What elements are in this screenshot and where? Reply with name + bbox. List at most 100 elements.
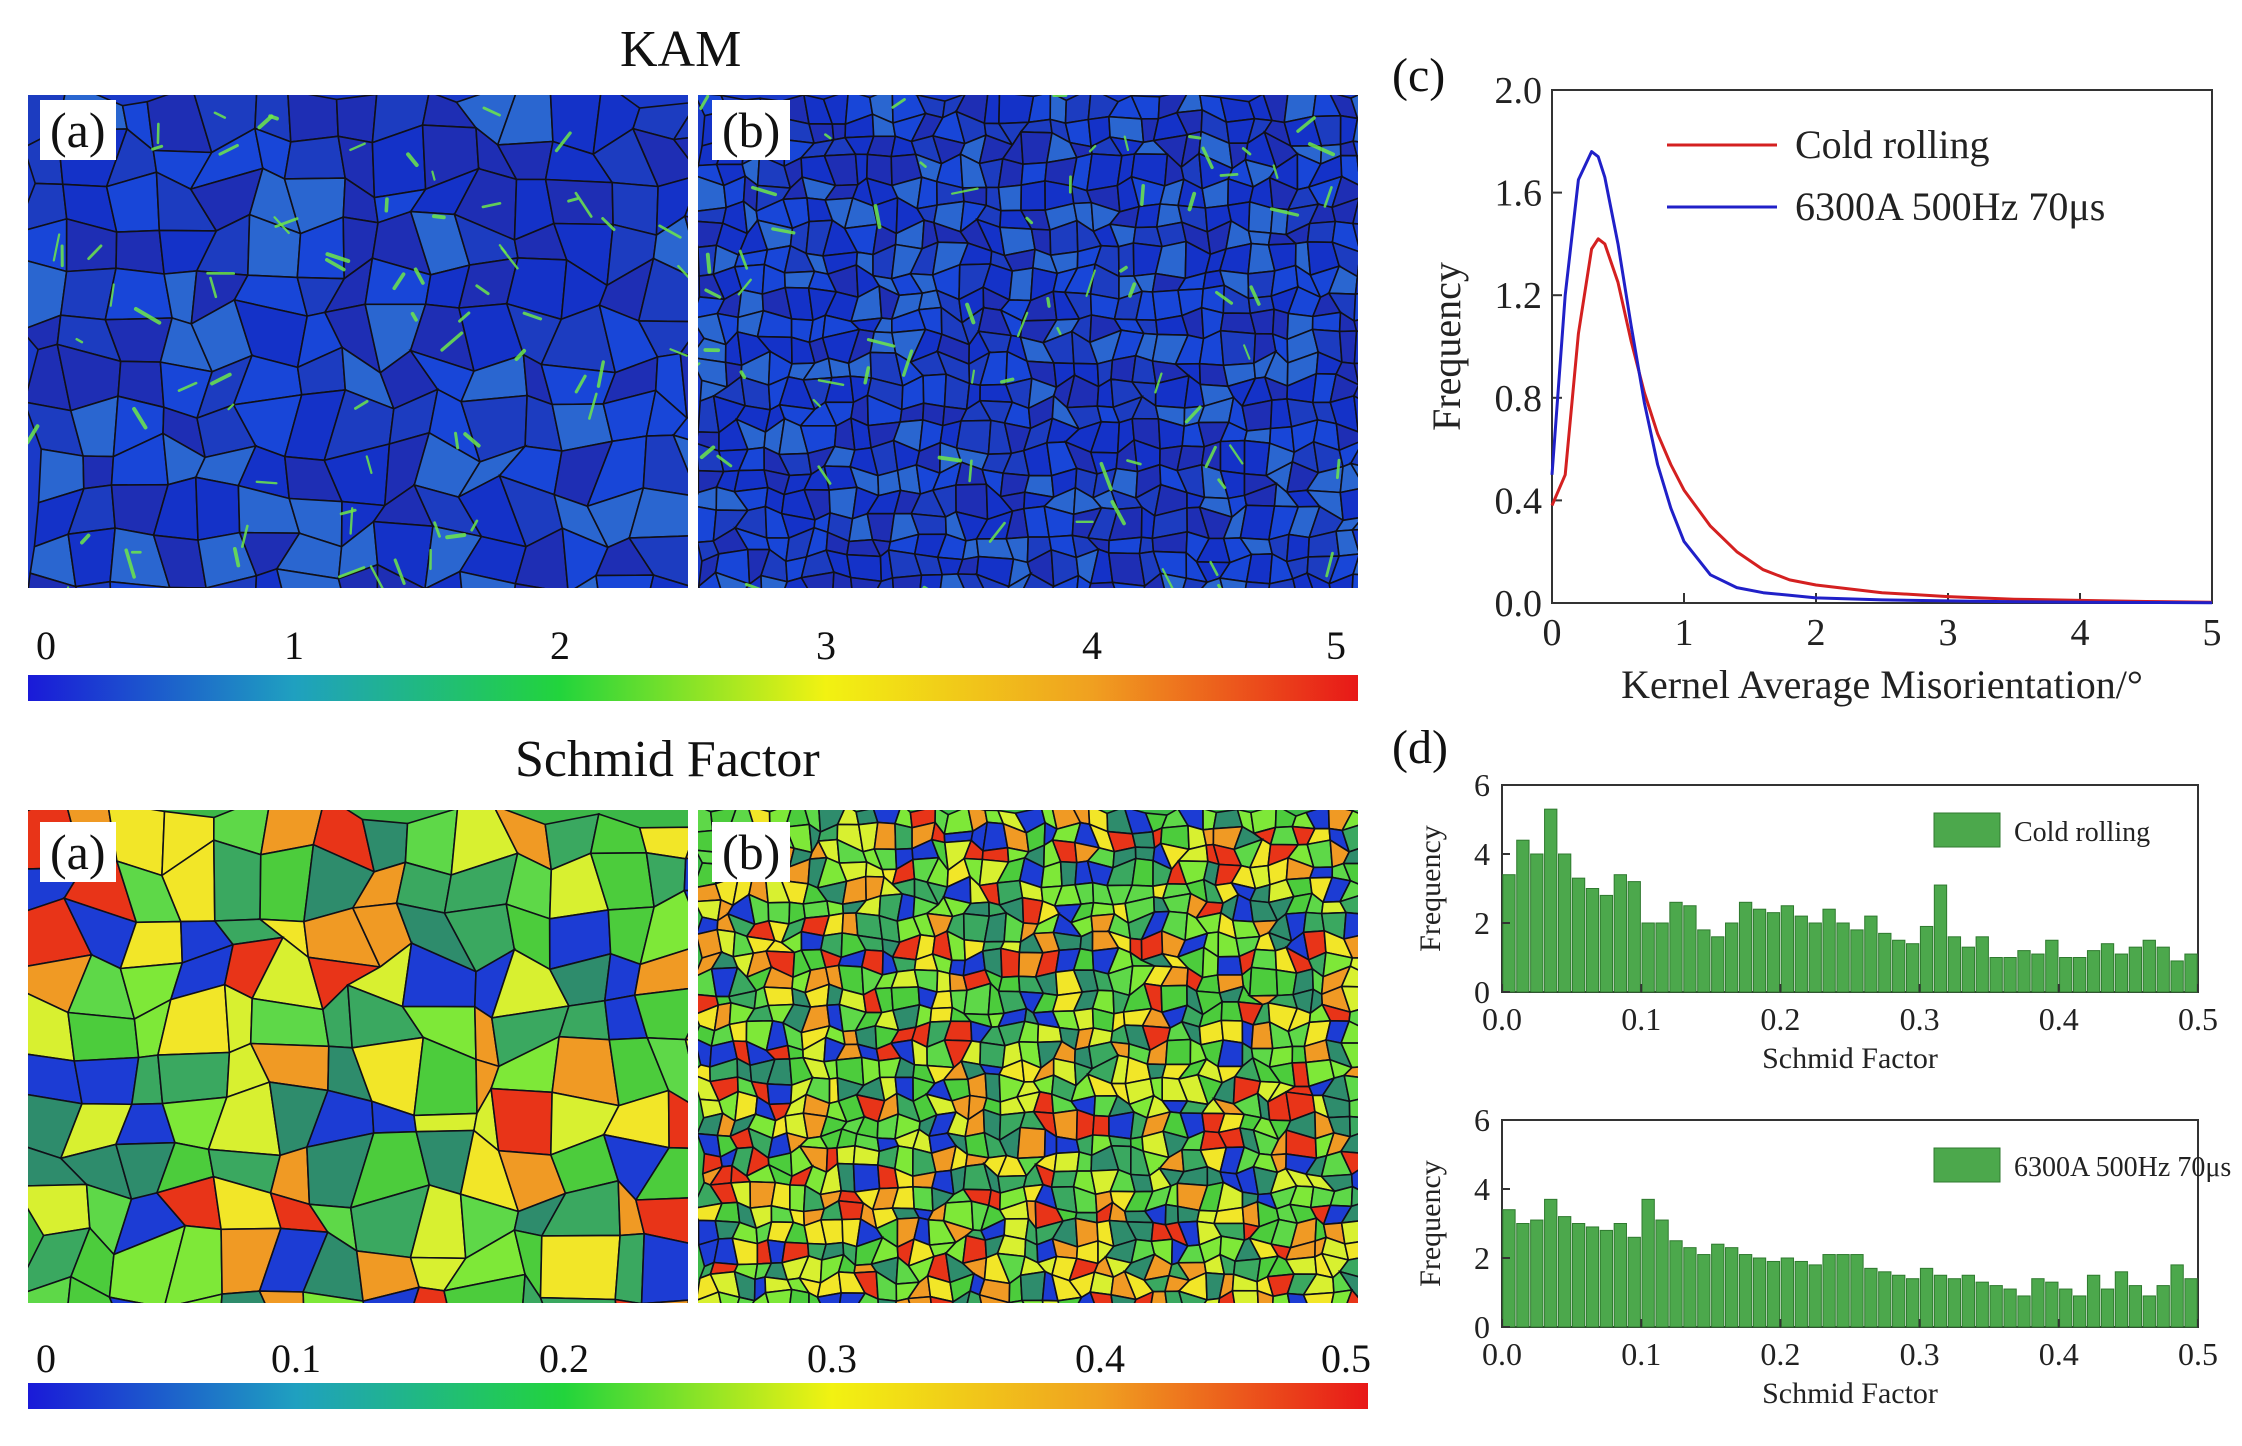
histogram-bar bbox=[2170, 1264, 2184, 1328]
y-tick-label: 4 bbox=[1474, 1171, 1490, 1207]
histogram-bar bbox=[1892, 1274, 1906, 1328]
histogram-bar bbox=[1599, 894, 1614, 993]
y-tick-label: 1.2 bbox=[1495, 275, 1543, 317]
histogram-bar bbox=[1738, 901, 1753, 993]
x-tick-label: 0.4 bbox=[2039, 1001, 2079, 1037]
histogram-bar bbox=[1738, 1254, 1753, 1328]
x-tick-label: 0.2 bbox=[1760, 1336, 1800, 1372]
histogram-bar bbox=[1919, 925, 1934, 993]
histogram-bar bbox=[2184, 1278, 2198, 1328]
histogram-bar bbox=[1864, 1267, 1878, 1328]
histogram-bar bbox=[1557, 1216, 1572, 1328]
histogram-bar bbox=[1530, 853, 1544, 993]
kam-colorbar-tick: 0 bbox=[36, 623, 56, 668]
histogram-bar bbox=[1711, 1243, 1725, 1328]
kam-colorbar bbox=[28, 675, 1358, 701]
histogram-bar bbox=[1697, 929, 1711, 993]
histogram-bar bbox=[2059, 1288, 2073, 1328]
x-axis-label: Kernel Average Misorientation/° bbox=[1621, 662, 2143, 707]
kam-colorbar-tick: 5 bbox=[1326, 623, 1346, 668]
histogram-bar bbox=[1975, 936, 1989, 993]
kam-colorbar-tick: 1 bbox=[284, 623, 304, 668]
histogram-bar bbox=[1516, 839, 1530, 993]
schmid-colorbar bbox=[28, 1383, 1368, 1409]
histogram-bar bbox=[1794, 915, 1808, 993]
kam-map-a-image bbox=[28, 95, 688, 588]
x-tick-label: 3 bbox=[1939, 612, 1958, 654]
schmid-histogram-cold-rolling: 0.0 0.1 0.2 0.3 0.4 0.5 0 2 4 6 Schmid Factor Frequ… bbox=[1414, 770, 2218, 1075]
schmid-map-b bbox=[698, 810, 1358, 1303]
histogram-bar bbox=[1905, 943, 1920, 993]
histogram-bar bbox=[2003, 957, 2017, 993]
y-tick-label: 0.0 bbox=[1495, 583, 1543, 625]
panel-c-label: (c) bbox=[1392, 49, 1446, 102]
histogram-bar bbox=[2114, 1271, 2129, 1328]
histogram-bar bbox=[1961, 946, 1975, 993]
histogram-bar bbox=[1571, 877, 1586, 993]
x-tick-label: 1 bbox=[1675, 612, 1694, 654]
plot-frame bbox=[1501, 1119, 2199, 1328]
histogram-bar bbox=[1711, 936, 1725, 993]
histogram-bar bbox=[1836, 922, 1850, 993]
histogram-bar bbox=[1544, 1198, 1558, 1328]
histogram-bar bbox=[1725, 922, 1739, 993]
histogram-bar bbox=[1905, 1278, 1920, 1328]
histogram-bar bbox=[1571, 1223, 1586, 1328]
schmid-colorbar-tick: 0.4 bbox=[1075, 1336, 1125, 1381]
kam-map-b bbox=[698, 95, 1358, 588]
histogram-bar bbox=[1627, 881, 1641, 993]
histogram-bar bbox=[1516, 1223, 1530, 1328]
histogram-bar bbox=[2142, 1295, 2156, 1328]
x-tick-label: 0.1 bbox=[1621, 1001, 1661, 1037]
histogram-bar bbox=[2031, 953, 2045, 993]
legend-label: 6300A 500Hz 70μs bbox=[2014, 1152, 2231, 1183]
histogram-bar bbox=[1975, 1281, 1989, 1328]
histogram-bar bbox=[2170, 960, 2184, 993]
histogram-bar bbox=[1627, 1236, 1641, 1328]
legend-label: 6300A 500Hz 70μs bbox=[1795, 184, 2105, 229]
histogram-bar bbox=[2017, 950, 2031, 993]
x-tick-label: 0 bbox=[1543, 612, 1562, 654]
x-tick-label: 0.3 bbox=[1900, 1001, 1940, 1037]
histogram-bar bbox=[2086, 950, 2101, 993]
kam-panel-b-label: (b) bbox=[712, 100, 791, 160]
y-tick-label: 0.4 bbox=[1495, 480, 1543, 522]
schmid-map-b-image bbox=[698, 810, 1358, 1303]
y-tick-label: 1.6 bbox=[1495, 173, 1543, 215]
histogram-bar bbox=[1808, 922, 1822, 993]
kam-colorbar-tick: 4 bbox=[1082, 623, 1102, 668]
histogram-bar bbox=[1780, 1257, 1795, 1328]
panel-d-label: (d) bbox=[1392, 721, 1448, 774]
histogram-bar bbox=[1947, 1278, 1962, 1328]
histogram-bar bbox=[2045, 1281, 2059, 1328]
kam-panel-a-label: (a) bbox=[40, 100, 116, 160]
histogram-bar bbox=[1989, 1285, 2003, 1328]
schmid-panel-a-label: (a) bbox=[40, 822, 116, 882]
histogram-bar bbox=[2128, 1285, 2143, 1328]
histogram-bar bbox=[2059, 957, 2073, 993]
histogram-bar bbox=[1544, 808, 1558, 993]
kam-map-b-image bbox=[698, 95, 1358, 588]
histogram-bar bbox=[1585, 888, 1600, 993]
histogram-bar bbox=[1655, 1219, 1669, 1328]
schmid-colorbar-ticks: 0 0.1 0.2 0.3 0.4 0.5 bbox=[28, 1335, 1371, 1385]
y-tick-label: 6 bbox=[1474, 1105, 1490, 1138]
histogram-bar bbox=[1864, 915, 1878, 993]
histogram-bar bbox=[1850, 1254, 1864, 1328]
kam-map-a bbox=[28, 95, 688, 588]
y-axis-label: Frequency bbox=[1414, 825, 1447, 952]
legend-swatch bbox=[1933, 812, 2001, 848]
schmid-colorbar-tick: 0.5 bbox=[1321, 1336, 1371, 1381]
plot-frame bbox=[1551, 89, 2213, 604]
schmid-histogram-pulse: 0.0 0.1 0.2 0.3 0.4 0.5 0 2 4 6 Schmid Factor Frequ… bbox=[1414, 1105, 2231, 1410]
histogram-bar bbox=[1502, 1209, 1516, 1328]
histogram-bar bbox=[1599, 1229, 1614, 1328]
histogram-bar bbox=[1697, 1254, 1711, 1328]
histogram-bar bbox=[2156, 1285, 2170, 1328]
y-tick-label: 2.0 bbox=[1495, 70, 1543, 112]
histogram-bar bbox=[1585, 1226, 1600, 1328]
schmid-colorbar-tick: 0.2 bbox=[539, 1336, 589, 1381]
y-axis-label: Frequency bbox=[1414, 1160, 1447, 1287]
y-tick-label: 0.8 bbox=[1495, 378, 1543, 420]
histogram-bar bbox=[1683, 905, 1697, 993]
